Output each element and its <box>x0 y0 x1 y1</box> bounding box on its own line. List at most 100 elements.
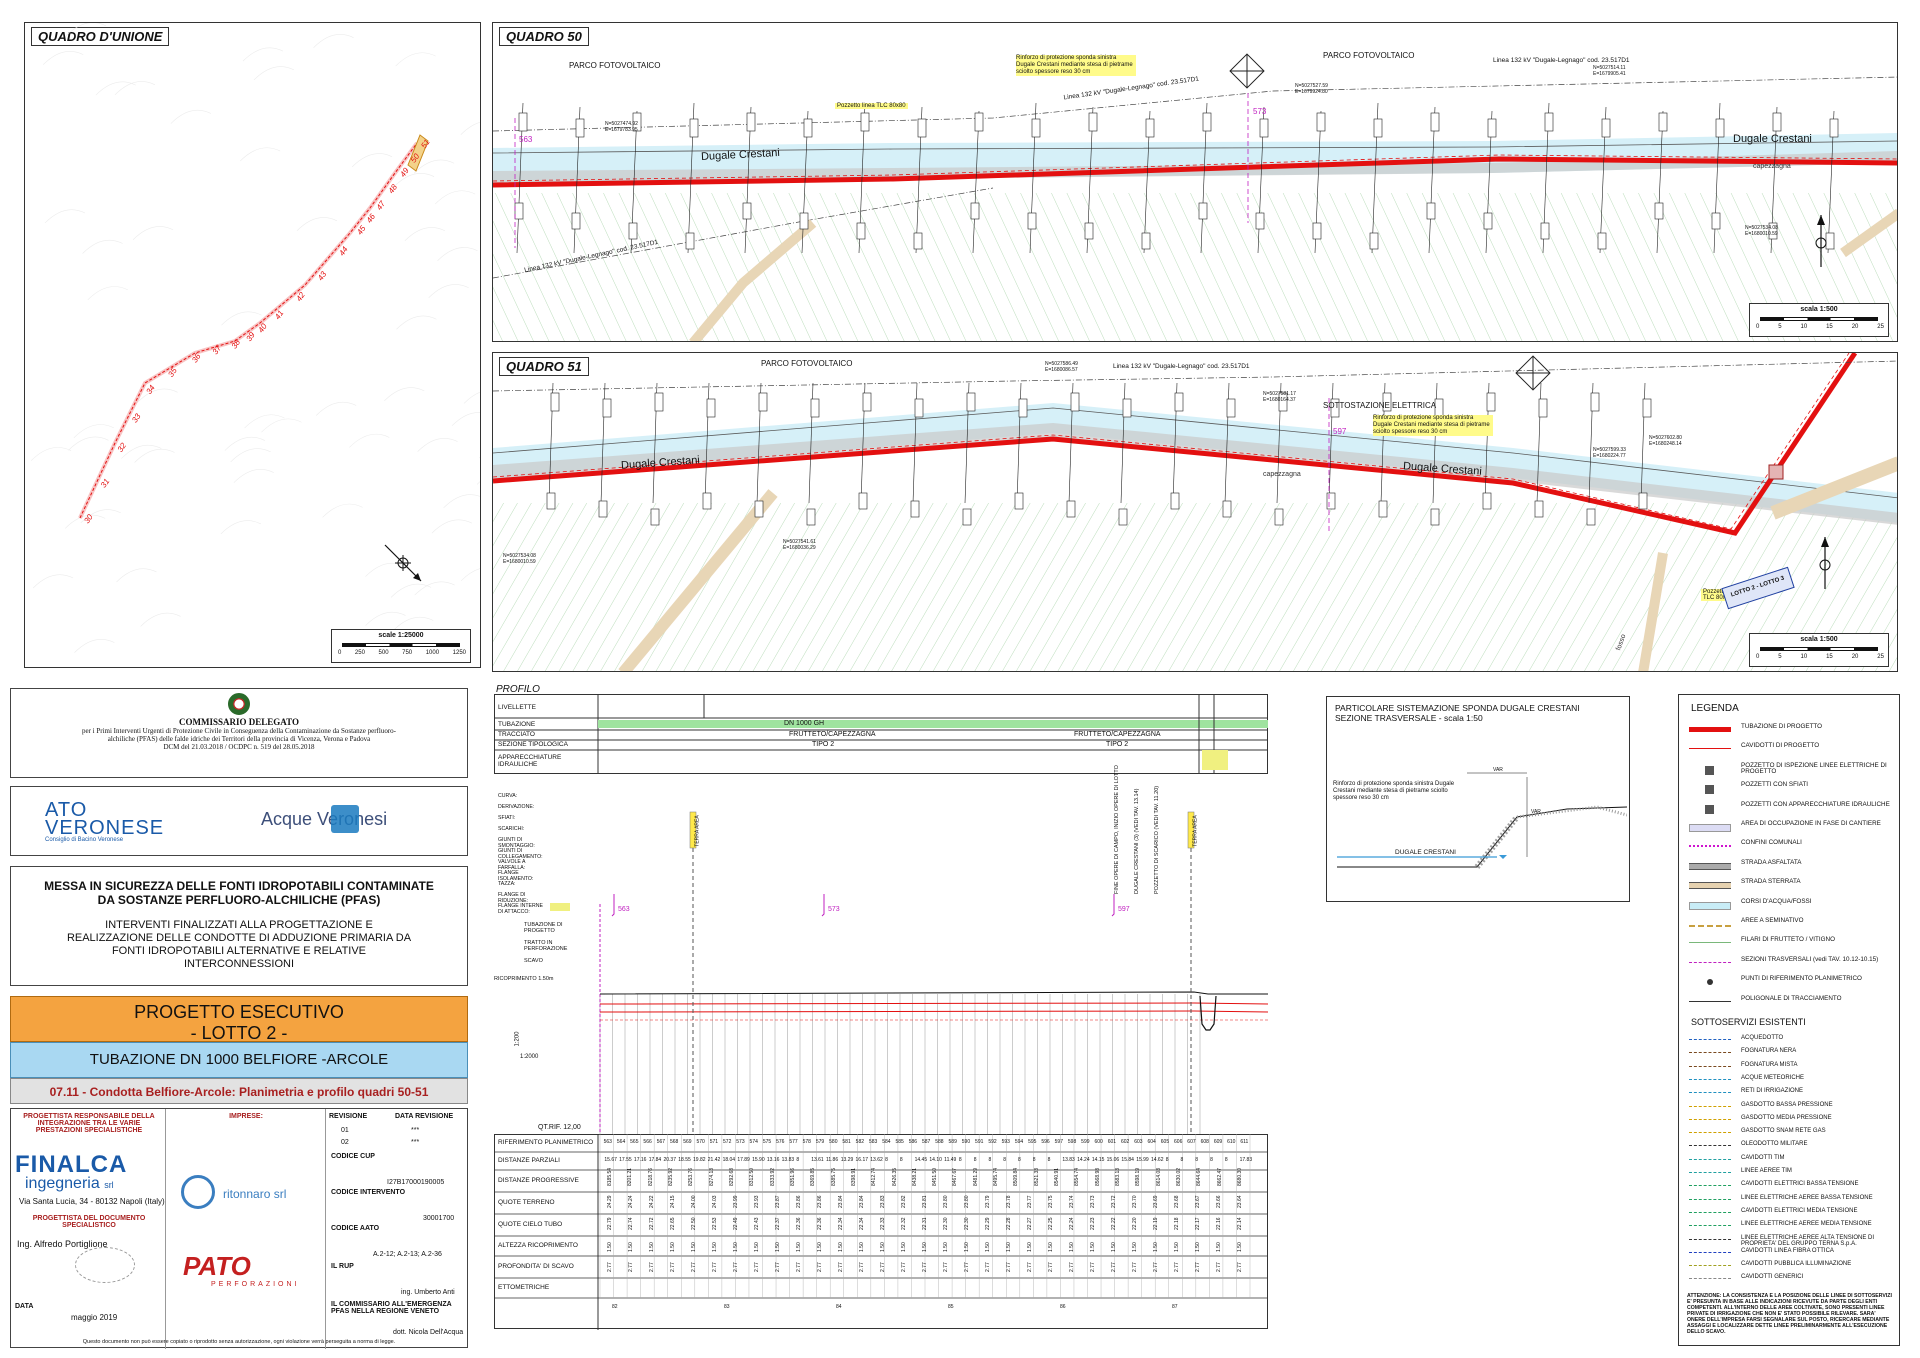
scale-label: scala 1:500 <box>1750 306 1888 313</box>
sottoservizio-item: LINEE ELETTRICHE AEREE BASSA TENSIONE <box>1679 1193 1901 1206</box>
legend-swatch <box>1689 921 1731 927</box>
profilo-cell: 600 <box>1094 1139 1102 1145</box>
profilo-section-label: 573 <box>828 906 840 913</box>
sottoservizio-swatch <box>1689 1079 1731 1080</box>
sottoservizio-label: CAVIDOTTI ELETTRICI MEDIA TENSIONE <box>1741 1208 1897 1214</box>
profilo-cell: 23.86 <box>817 1195 823 1208</box>
sottoservizio-label: GASDOTTO MEDIA PRESSIONE <box>1741 1115 1897 1121</box>
sottoservizio-label: LINEE ELETTRICHE AEREE MEDIA TENSIONE <box>1741 1221 1897 1227</box>
profilo-cell: 23.74 <box>1069 1195 1075 1208</box>
profilo-cell: 13.83 <box>1062 1157 1075 1163</box>
sottoservizio-item: OLEODOTTO MILITARE <box>1679 1139 1901 1152</box>
sottoservizio-item: ACQUE METEORICHE <box>1679 1073 1901 1086</box>
sottoservizio-label: CAVIDOTTI ELETTRICI BASSA TENSIONE <box>1741 1181 1897 1187</box>
q51-coord-2: N=5027581.17 E=1680164.37 <box>1263 391 1323 403</box>
profilo-cell: 15.06 <box>1107 1157 1120 1163</box>
q50-section-b: 573 <box>1253 107 1266 116</box>
profilo-cell: 1.50 <box>1006 1242 1012 1252</box>
profilo-cell: 17.16 <box>634 1157 647 1163</box>
stamp-icon <box>75 1247 135 1283</box>
profilo-cell: 15.67 <box>604 1157 617 1163</box>
profilo-cell: 13.83 <box>782 1157 795 1163</box>
profilo-cell: 599 <box>1081 1139 1089 1145</box>
profilo-cell: 595 <box>1028 1139 1036 1145</box>
profilo-cell: 1.50 <box>1174 1242 1180 1252</box>
rev-02: 02 <box>341 1139 349 1146</box>
profilo-cell: 13.29 <box>841 1157 854 1163</box>
profilo-cell: 8 <box>959 1157 962 1163</box>
legend-item: PUNTI DI RIFERIMENTO PLANIMETRICO <box>1679 973 1901 991</box>
profilo-cell: 8554.74 <box>1074 1168 1080 1186</box>
profilo-cell: 609 <box>1214 1139 1222 1145</box>
profilo-cell: 1.50 <box>1048 1242 1054 1252</box>
profilo-cell: 22.27 <box>1027 1217 1033 1230</box>
profilo-cell: 2.77 <box>922 1262 928 1272</box>
profilo-cell: 2.77 <box>943 1262 949 1272</box>
profilo-cell: 22.36 <box>796 1217 802 1230</box>
q51-label-sottostazione: SOTTOSTAZIONE ELETTRICA <box>1323 401 1436 410</box>
sottoservizio-item: LINEE ELETTRICHE AEREE MEDIA TENSIONE <box>1679 1219 1901 1232</box>
profilo-cell: 582 <box>856 1139 864 1145</box>
q51-coord-6: N=5027602.80 E=1680248.14 <box>1649 435 1709 447</box>
profilo-cell: 1.50 <box>649 1242 655 1252</box>
sottoservizio-label: CAVIDOTTI LINEA FIBRA OTTICA <box>1741 1248 1897 1254</box>
legend-label: CAVIDOTTI DI PROGETTO <box>1741 743 1897 750</box>
codice-cup-label: CODICE CUP <box>331 1153 375 1160</box>
profilo-cell: 22.79 <box>607 1217 613 1230</box>
profilo-cell: 1.50 <box>1027 1242 1033 1252</box>
profilo-cell: 17.55 <box>619 1157 632 1163</box>
profilo-cell: 1.50 <box>607 1242 613 1252</box>
profilo-cell: 577 <box>789 1139 797 1145</box>
sottoservizio-item: LINEE AEREE TIM <box>1679 1166 1901 1179</box>
profilo-cell: 8 <box>988 1157 991 1163</box>
profilo-cell: 17.83 <box>1240 1157 1253 1163</box>
profilo-cell: 22.65 <box>670 1217 676 1230</box>
profilo-cell: 8333.92 <box>770 1168 776 1186</box>
sottoservizio-label: GASDOTTO SNAM RETE GAS <box>1741 1128 1897 1134</box>
codice-aato-value: A.2-12; A.2-13; A.2-36 <box>373 1251 442 1258</box>
profilo-cell: 22.24 <box>1069 1217 1075 1230</box>
scale-tick: 500 <box>379 650 389 656</box>
profilo-bottom-row-label: ETTOMETRICHE <box>498 1284 596 1291</box>
legend-item: AREE A SEMINATIVO <box>1679 915 1901 933</box>
profilo-row-label: TUBAZIONE <box>498 721 594 728</box>
profilo-cell: 587 <box>922 1139 930 1145</box>
commissario-desc: per i Primi Interventi Urgenti di Protez… <box>11 727 467 743</box>
frutteto-2: FRUTTETO/CAPEZZAGNA <box>1074 731 1161 738</box>
project-title: MESSA IN SICUREZZA DELLE FONTI IDROPOTAB… <box>11 867 467 907</box>
scale-tick: 25 <box>1877 324 1884 330</box>
quadro-unione-panel: QUADRO D'UNIONE 30 31 32 33 34 35 36 37 38 39 40 41… <box>24 22 481 668</box>
profilo-cell: 8509.84 <box>1013 1168 1019 1186</box>
legend-item: POZZETTI CON SFIATI <box>1679 779 1901 797</box>
profilo-cell: 22.32 <box>901 1217 907 1230</box>
profilo-cell: 2.77 <box>1174 1262 1180 1272</box>
profilo-cell: 22.16 <box>1216 1217 1222 1230</box>
resp-integrazione: PROGETTISTA RESPONSABILE DELLA INTEGRAZI… <box>15 1113 163 1134</box>
profilo-cell: 8 <box>1210 1157 1213 1163</box>
profilo-cell: 1.50 <box>712 1242 718 1252</box>
q51-coord-4: N=5027541.61 E=1680036.29 <box>783 539 843 551</box>
legend-label: SEZIONI TRASVERSALI (vedi TAV. 10.12-10.… <box>1741 957 1897 964</box>
profilo-cell: 15.99 <box>1136 1157 1149 1163</box>
particolare-dugale: DUGALE CRESTANI <box>1395 849 1456 856</box>
finalca-logo: FINALCA <box>15 1151 127 1178</box>
scale-tick: 1250 <box>453 650 466 656</box>
profilo-cell: 564 <box>617 1139 625 1145</box>
imprese-label: IMPRESE: <box>169 1113 323 1120</box>
profilo-cell: 8369.85 <box>810 1168 816 1186</box>
profilo-bottom-row-label: RIFERIMENTO PLANIMETRICO <box>498 1139 596 1146</box>
profilo-cell: 22.31 <box>922 1217 928 1230</box>
profilo-cell: 2.77 <box>1027 1262 1033 1272</box>
legend-swatch <box>1689 824 1731 832</box>
profilo-cell: 22.53 <box>712 1217 718 1230</box>
profilo-cell: 22.23 <box>1090 1217 1096 1230</box>
legend-label: AREA DI OCCUPAZIONE IN FASE DI CANTIERE <box>1741 821 1897 828</box>
profilo-cell: 19.82 <box>693 1157 706 1163</box>
profilo-cell: 24.22 <box>649 1195 655 1208</box>
profilo-cell: 24.15 <box>670 1195 676 1208</box>
profilo-cell: 606 <box>1174 1139 1182 1145</box>
profilo-vertical-label: POZZETTO DI SCARICO (VEDI TAV. 11.20) <box>1154 764 1160 894</box>
legend-item: STRADA ASFALTATA <box>1679 857 1901 875</box>
scale-tick: 5 <box>1778 654 1781 660</box>
project-desc: INTERVENTI FINALIZZATI ALLA PROGETTAZION… <box>11 907 467 971</box>
